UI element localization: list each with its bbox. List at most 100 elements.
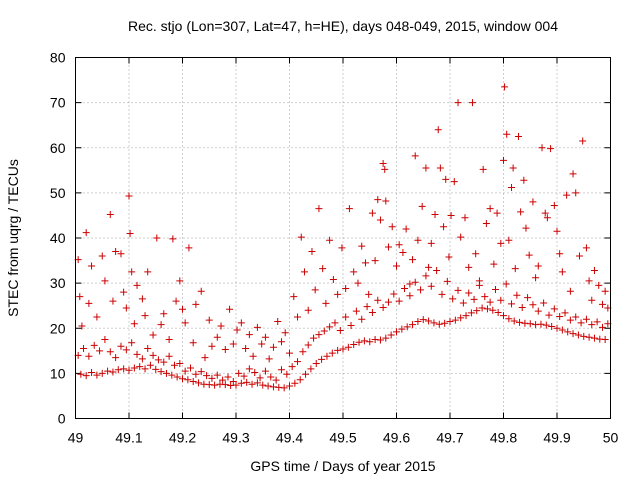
data-point: [553, 227, 561, 235]
y-tick-label: 30: [50, 275, 66, 291]
data-point: [430, 319, 438, 327]
data-point: [366, 338, 374, 346]
data-point: [427, 239, 435, 247]
data-point: [500, 156, 507, 164]
plot-frame: [75, 57, 611, 419]
data-point: [440, 223, 448, 231]
data-point: [403, 323, 411, 331]
data-point: [409, 256, 417, 264]
y-tick-label: 20: [50, 320, 66, 336]
data-point: [514, 132, 522, 140]
data-point: [322, 299, 330, 307]
data-point: [334, 346, 342, 354]
data-point: [580, 332, 588, 340]
data-point: [144, 268, 152, 276]
data-point: [173, 373, 181, 381]
data-point: [122, 304, 130, 312]
data-point: [431, 211, 439, 219]
data-point: [445, 253, 453, 261]
x-tick-label: 49.9: [543, 430, 570, 446]
data-point: [229, 340, 237, 348]
data-point: [593, 318, 601, 326]
data-point: [402, 225, 410, 233]
y-tick-label: 70: [50, 95, 66, 111]
data-point: [454, 286, 462, 294]
data-point: [459, 299, 467, 307]
data-point: [461, 214, 469, 222]
data-point: [529, 198, 537, 206]
data-point: [482, 220, 490, 228]
data-point: [451, 316, 459, 324]
y-axis-title: STEC from uqrg / TECUs: [5, 159, 21, 317]
data-point: [505, 236, 513, 244]
data-point: [256, 374, 264, 382]
data-point: [192, 300, 200, 308]
data-point: [500, 312, 507, 320]
data-point: [157, 368, 165, 376]
x-tick-label: 49.2: [169, 430, 196, 446]
data-point: [294, 313, 302, 321]
data-point: [219, 376, 227, 384]
data-point: [513, 291, 521, 299]
data-point: [208, 342, 216, 350]
data-point: [312, 359, 320, 367]
data-point: [323, 352, 331, 360]
data-point: [550, 305, 558, 313]
data-point: [106, 211, 114, 219]
data-point: [503, 130, 511, 138]
data-point: [226, 305, 234, 313]
data-point: [425, 263, 433, 271]
data-point: [106, 348, 114, 356]
data-point: [457, 314, 465, 322]
data-point: [172, 297, 180, 305]
data-point: [447, 211, 455, 219]
data-point: [242, 345, 250, 353]
data-point: [96, 347, 104, 355]
x-tick-label: 49.1: [115, 430, 142, 446]
data-point: [363, 303, 371, 311]
data-point: [311, 286, 319, 294]
data-point: [361, 259, 369, 267]
data-point: [575, 252, 583, 260]
data-point: [243, 378, 251, 386]
data-point: [486, 205, 494, 213]
data-point: [128, 268, 136, 276]
data-point: [320, 327, 328, 335]
data-point: [545, 311, 553, 319]
x-tick-label: 49: [68, 430, 84, 446]
data-point: [411, 152, 419, 160]
data-point: [395, 241, 403, 249]
data-point: [245, 331, 253, 339]
data-point: [189, 377, 197, 385]
data-point: [117, 250, 125, 258]
data-point: [138, 295, 146, 303]
data-point: [232, 381, 240, 389]
data-point: [590, 266, 598, 274]
data-point: [572, 313, 580, 321]
data-point: [133, 350, 141, 358]
data-point: [152, 365, 160, 373]
data-point: [272, 376, 280, 384]
data-point: [310, 334, 318, 342]
data-point: [486, 298, 494, 306]
data-point: [543, 214, 551, 222]
data-point: [522, 224, 530, 232]
data-point: [296, 376, 304, 384]
data-point: [409, 321, 417, 329]
data-point: [398, 325, 406, 333]
data-point: [443, 277, 451, 285]
data-point: [112, 354, 120, 362]
data-point: [441, 319, 449, 327]
data-point: [245, 365, 253, 373]
data-point: [479, 165, 487, 173]
data-point: [217, 322, 225, 330]
data-point: [417, 286, 425, 294]
data-point: [197, 368, 205, 376]
data-point: [233, 326, 241, 334]
data-point: [237, 319, 245, 327]
data-point: [418, 202, 426, 210]
data-point: [434, 126, 442, 134]
data-point: [566, 287, 574, 295]
data-point: [265, 355, 273, 363]
data-point: [542, 321, 550, 329]
